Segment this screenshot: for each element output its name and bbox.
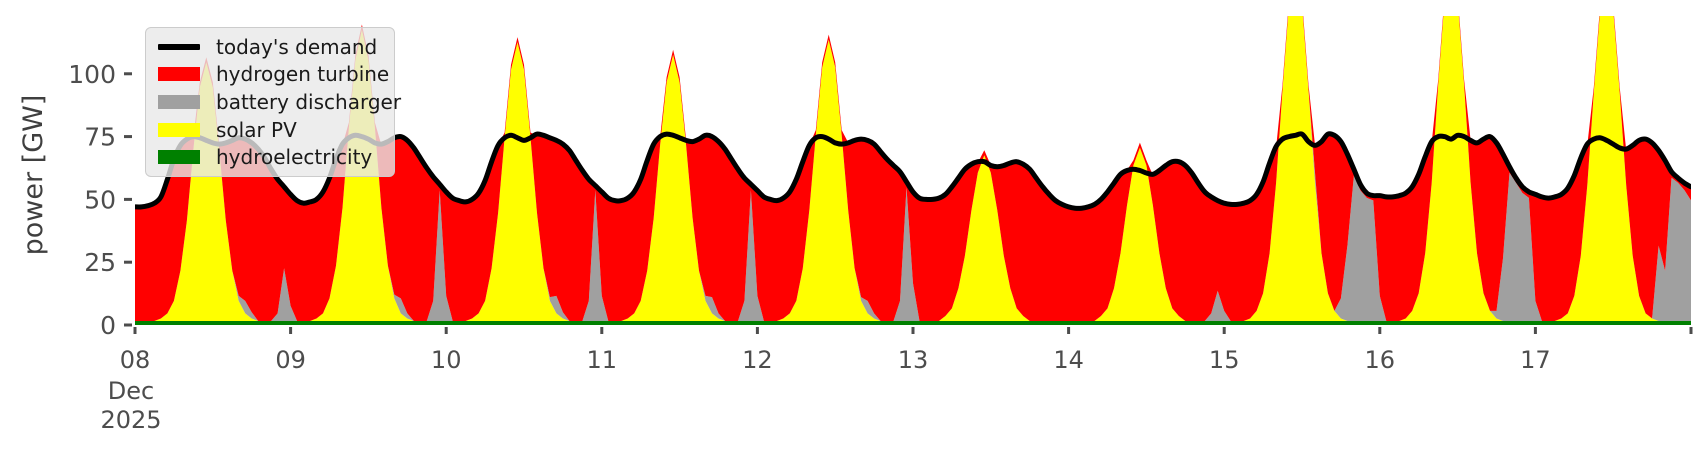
legend-entry-battery-discharger: battery discharger	[158, 89, 401, 115]
battery-discharger-swatch	[158, 94, 200, 109]
y-tick-label: 100	[68, 60, 116, 89]
y-tick-label: 25	[84, 248, 116, 277]
x-tick-label: 11	[587, 346, 618, 374]
legend-label: hydrogen turbine	[216, 62, 390, 87]
area-solar-pv	[135, 16, 1691, 321]
legend-entry-solar-pv: solar PV	[158, 117, 388, 143]
solar-pv-swatch	[158, 122, 200, 137]
legend-entry-demand: today's demand	[158, 34, 388, 60]
x-tick-label: 16	[1365, 346, 1396, 374]
y-axis-label: power [GW]	[18, 94, 49, 256]
legend-label: battery discharger	[216, 89, 402, 114]
legend-label: solar PV	[216, 117, 297, 142]
x-tick-label: 14	[1053, 346, 1084, 374]
area-hydroelectricity	[135, 321, 1691, 325]
demand-line-swatch	[158, 43, 200, 50]
stacked-areas	[135, 16, 1691, 325]
legend: today's demand hydrogen turbine battery …	[145, 27, 401, 177]
legend-label: hydroelectricity	[216, 145, 373, 170]
x-tick-label: 08	[120, 346, 151, 374]
x-offset-year: 2025	[100, 406, 161, 434]
area-hydrogen-turbine	[135, 16, 1691, 321]
y-tick-label: 50	[84, 185, 116, 214]
legend-label: today's demand	[216, 34, 378, 59]
hydroelectricity-swatch	[158, 150, 200, 165]
y-tick-label: 75	[84, 123, 116, 152]
legend-entry-hydrogen-turbine: hydrogen turbine	[158, 61, 390, 87]
x-tick-label: 17	[1520, 346, 1551, 374]
x-tick-label: 12	[742, 346, 773, 374]
hydrogen-turbine-swatch	[158, 67, 200, 82]
x-tick-label: 13	[898, 346, 929, 374]
x-offset-month: Dec	[108, 377, 154, 405]
x-tick-label: 15	[1209, 346, 1240, 374]
legend-entry-hydroelectricity: hydroelectricity	[158, 144, 388, 170]
y-tick-label: 0	[100, 311, 116, 340]
x-tick-label: 09	[275, 346, 306, 374]
x-tick-label: 10	[431, 346, 462, 374]
